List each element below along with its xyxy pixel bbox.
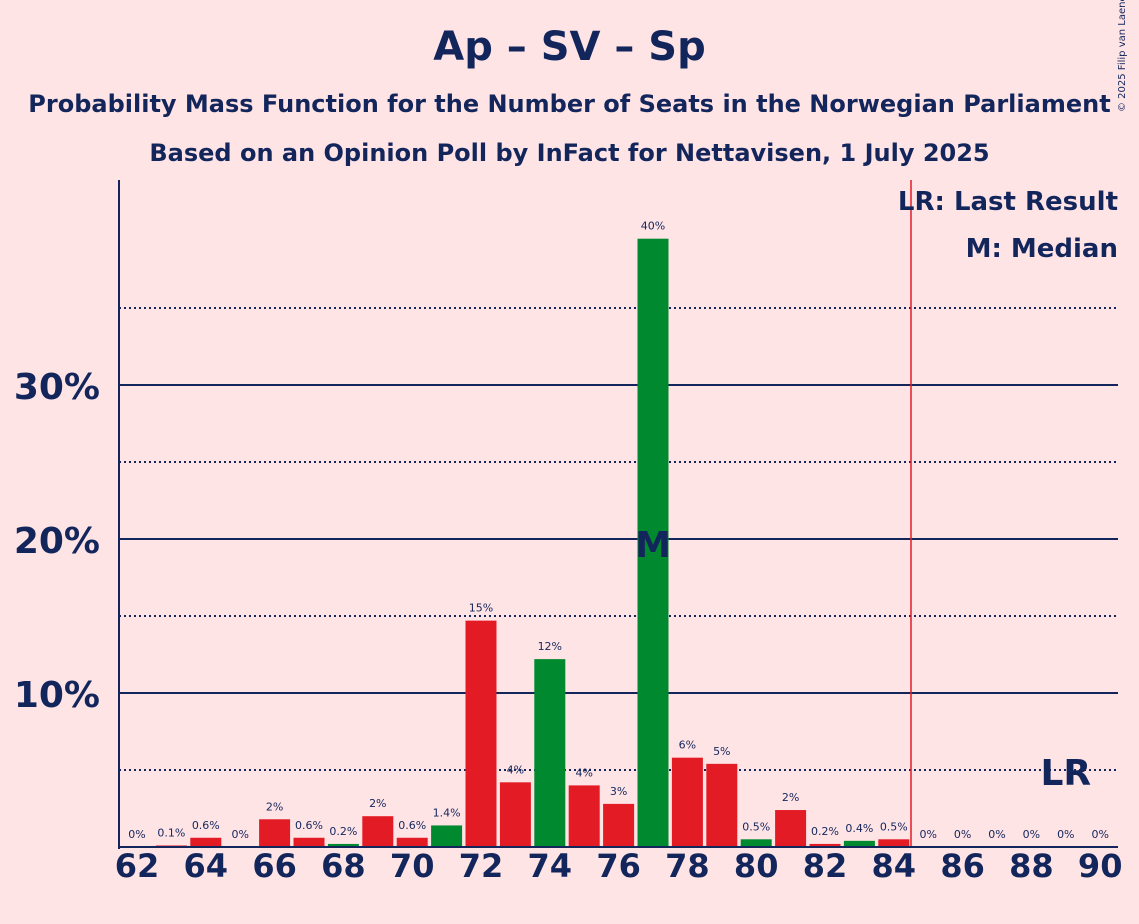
y-tick-label: 30% [14, 367, 100, 408]
bar-seat-70 [396, 837, 428, 847]
bar-label-70: 0.6% [398, 819, 426, 832]
bar-label-76: 3% [610, 785, 627, 798]
bar-seat-74 [534, 659, 566, 847]
bar-label-64: 0.6% [192, 819, 220, 832]
y-tick-label: 10% [14, 675, 100, 716]
bar-seat-66 [259, 819, 291, 847]
bar-label-77: 40% [641, 220, 665, 233]
x-tick-label: 88 [1009, 847, 1054, 885]
bar-seat-84 [878, 839, 910, 847]
chart-subtitle: Probability Mass Function for the Number… [28, 90, 1111, 118]
bar-seat-64 [190, 837, 222, 847]
y-tick-label: 20% [14, 521, 100, 562]
bar-seat-77 [637, 238, 669, 847]
bar-seat-79 [706, 763, 738, 847]
x-tick-label: 82 [803, 847, 848, 885]
axes: LR 62 64 66 68 70 72 74 76 78 80 82 84 86 88 90 [115, 180, 1123, 885]
last-result-marker: LR [1040, 753, 1091, 794]
bar-label-72: 15% [469, 602, 493, 615]
x-tick-label: 64 [184, 847, 229, 885]
bar-seat-76 [603, 803, 635, 847]
bar-label-90: 0% [1091, 828, 1108, 841]
bar-seat-71 [431, 825, 463, 847]
bar-label-73: 4% [507, 763, 524, 776]
bar-label-75: 4% [575, 766, 592, 779]
x-tick-label: 86 [940, 847, 985, 885]
legend-last-result: LR: Last Result [898, 187, 1118, 217]
x-tick-label: 66 [252, 847, 297, 885]
bar-seat-72 [465, 620, 497, 847]
x-tick-label: 62 [115, 847, 160, 885]
bar-seat-80 [740, 839, 772, 847]
chart-subtitle-source: Based on an Opinion Poll by InFact for N… [149, 139, 990, 167]
bar-label-82: 0.2% [811, 825, 839, 838]
bar-seat-83 [843, 840, 875, 847]
bar-seat-78 [671, 757, 703, 847]
x-tick-label: 68 [321, 847, 366, 885]
bar-label-66: 2% [266, 800, 283, 813]
bar-label-85: 0% [919, 828, 936, 841]
bar-seat-82 [809, 843, 841, 847]
bar-seat-67 [293, 837, 325, 847]
bar-label-67: 0.6% [295, 819, 323, 832]
bar-labels: 0% 0.1% 0.6% 0% 2% 0.6% 0.2% 2% 0.6% 1.4% 15% 4% 12%… [128, 220, 1109, 841]
bar-label-87: 0% [988, 828, 1005, 841]
bar-seat-69 [362, 816, 394, 847]
x-tick-label: 70 [390, 847, 435, 885]
x-tick-label: 90 [1078, 847, 1123, 885]
bar-label-78: 6% [679, 739, 696, 752]
bar-seat-81 [775, 810, 807, 847]
x-tick-label: 76 [596, 847, 641, 885]
median-marker: M [635, 525, 671, 566]
x-tick-label: 84 [872, 847, 917, 885]
bar-label-71: 1.4% [433, 806, 461, 819]
bar-label-88: 0% [1023, 828, 1040, 841]
chart-title: Ap – SV – Sp [433, 24, 706, 70]
bar-seat-73 [499, 782, 531, 847]
bar-label-63: 0.1% [157, 826, 185, 839]
bar-label-89: 0% [1057, 828, 1074, 841]
x-tick-label: 74 [528, 847, 573, 885]
gridlines: 10% 20% 30% [14, 307, 1118, 771]
bar-label-83: 0.4% [845, 822, 873, 835]
bars [155, 238, 910, 847]
bar-label-80: 0.5% [742, 820, 770, 833]
bar-seat-68 [327, 843, 359, 847]
bar-label-79: 5% [713, 745, 730, 758]
bar-label-62: 0% [128, 828, 145, 841]
bar-label-69: 2% [369, 797, 386, 810]
bar-label-68: 0.2% [329, 825, 357, 838]
legend-median: M: Median [966, 234, 1118, 264]
bar-seat-75 [568, 785, 600, 847]
bar-label-86: 0% [954, 828, 971, 841]
bar-label-65: 0% [231, 828, 248, 841]
x-tick-label: 72 [459, 847, 504, 885]
x-tick-label: 78 [665, 847, 710, 885]
x-tick-label: 80 [734, 847, 779, 885]
bar-label-81: 2% [782, 791, 799, 804]
bar-label-84: 0.5% [880, 820, 908, 833]
bar-label-74: 12% [538, 640, 562, 653]
